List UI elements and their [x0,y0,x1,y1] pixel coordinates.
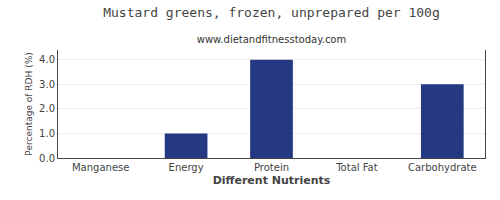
svg-text:Total Fat: Total Fat [335,162,377,173]
svg-text:3.0: 3.0 [39,79,55,90]
svg-text:Percentage of RDH (%): Percentage of RDH (%) [24,52,34,155]
svg-text:Energy: Energy [169,162,204,173]
svg-text:0.0: 0.0 [39,153,55,164]
svg-text:Carbohydrate: Carbohydrate [408,162,477,173]
svg-text:Manganese: Manganese [72,162,129,173]
svg-text:Different Nutrients: Different Nutrients [213,174,331,187]
svg-text:www.dietandfitnesstoday.com: www.dietandfitnesstoday.com [197,34,346,45]
svg-text:Protein: Protein [254,162,289,173]
svg-text:2.0: 2.0 [39,103,55,114]
svg-text:1.0: 1.0 [39,128,55,139]
svg-text:Mustard greens, frozen, unprep: Mustard greens, frozen, unprepared per 1… [103,5,440,20]
svg-text:4.0: 4.0 [39,54,55,65]
